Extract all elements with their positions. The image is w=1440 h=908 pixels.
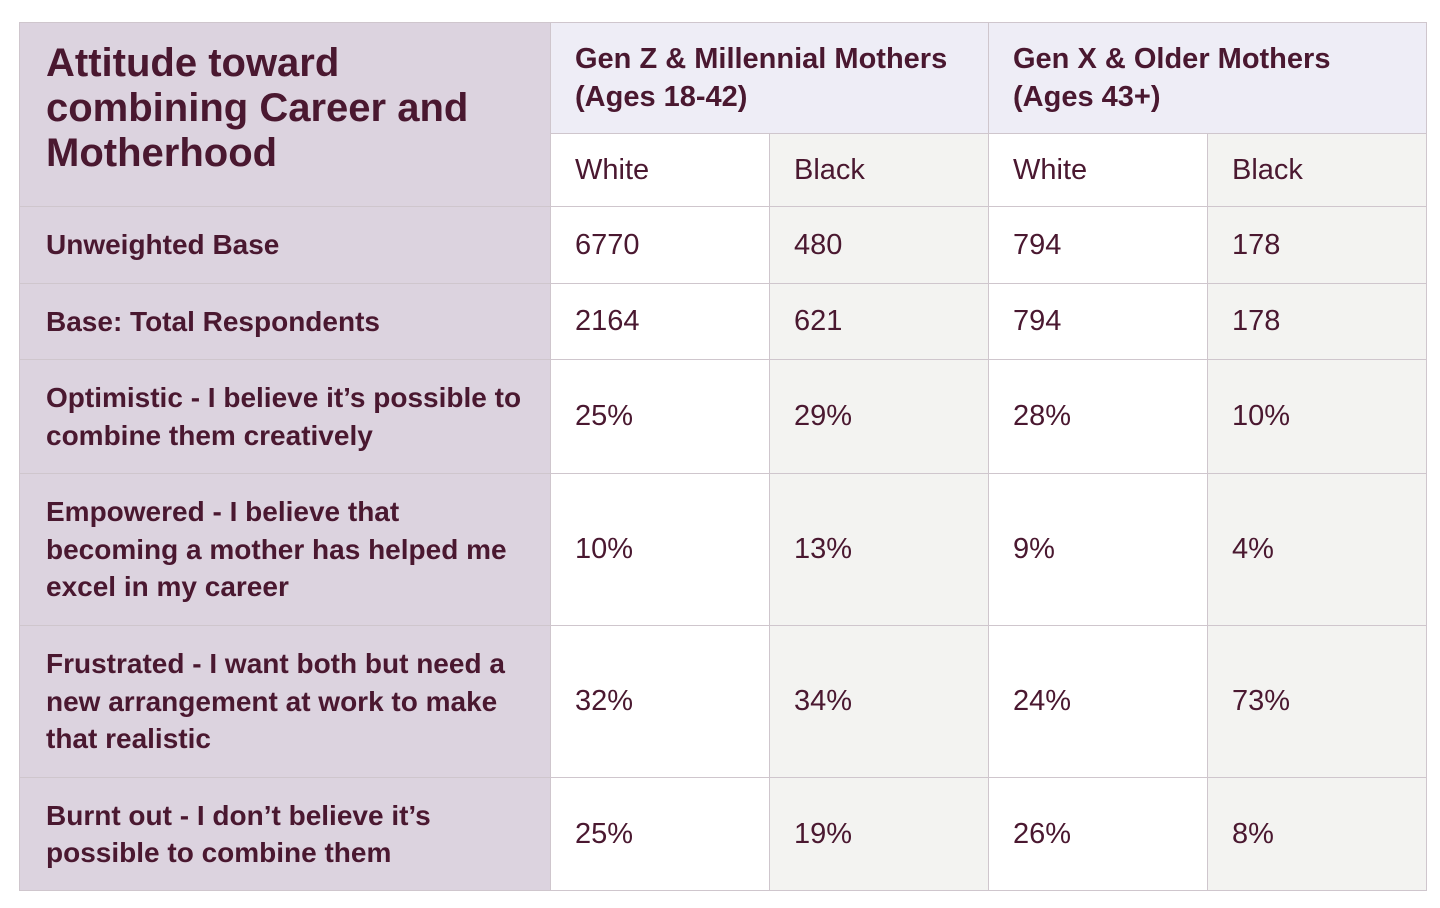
- table-row: Unweighted Base 6770 480 794 178: [19, 206, 1428, 284]
- value-cell: 26%: [988, 777, 1208, 891]
- table-row: Burnt out - I don’t believe it’s possibl…: [19, 777, 1428, 891]
- subheader-white-younger: White: [550, 133, 770, 207]
- subheader-row: White Black White Black: [20, 133, 1428, 207]
- value-cell: 480: [769, 206, 989, 284]
- row-label: Empowered - I believe that becoming a mo…: [19, 473, 551, 626]
- value-cell: 6770: [550, 206, 770, 284]
- row-label: Burnt out - I don’t believe it’s possibl…: [19, 777, 551, 891]
- group-header-row: Attitude toward combining Career and Mot…: [19, 22, 1428, 207]
- row-label: Base: Total Respondents: [19, 283, 551, 360]
- group-header-genz-millennial: Gen Z & Millennial Mothers (Ages 18-42): [550, 22, 989, 134]
- table-row: Frustrated - I want both but need a new …: [19, 625, 1428, 778]
- value-cell: 8%: [1206, 777, 1428, 891]
- value-cell: 10%: [550, 473, 770, 626]
- value-cell: 2164: [550, 283, 770, 360]
- row-label: Frustrated - I want both but need a new …: [19, 625, 551, 778]
- value-cell: 178: [1206, 206, 1428, 284]
- attitude-table: Attitude toward combining Career and Mot…: [19, 22, 1428, 891]
- value-cell: 34%: [769, 625, 989, 778]
- value-cell: 178: [1206, 283, 1428, 360]
- table-row: Base: Total Respondents 2164 621 794 178: [19, 283, 1428, 360]
- value-cell: 10%: [1206, 359, 1428, 474]
- value-cell: 13%: [769, 473, 989, 626]
- value-cell: 19%: [769, 777, 989, 891]
- subheader-black-older: Black: [1206, 133, 1428, 207]
- value-cell: 9%: [988, 473, 1208, 626]
- value-cell: 621: [769, 283, 989, 360]
- value-cell: 794: [988, 206, 1208, 284]
- table-title: Attitude toward combining Career and Mot…: [19, 22, 551, 207]
- value-cell: 32%: [550, 625, 770, 778]
- value-cell: 73%: [1206, 625, 1428, 778]
- value-cell: 25%: [550, 359, 770, 474]
- value-cell: 25%: [550, 777, 770, 891]
- value-cell: 794: [988, 283, 1208, 360]
- group-header-genx-older: Gen X & Older Mothers (Ages 43+): [987, 22, 1428, 134]
- value-cell: 28%: [988, 359, 1208, 474]
- subheader-black-younger: Black: [769, 133, 989, 207]
- value-cell: 4%: [1206, 473, 1428, 626]
- table-row: Optimistic - I believe it’s possible to …: [19, 359, 1428, 474]
- survey-table-container: Attitude toward combining Career and Mot…: [19, 22, 1428, 891]
- row-label: Unweighted Base: [19, 206, 551, 284]
- value-cell: 24%: [988, 625, 1208, 778]
- subheader-white-older: White: [988, 133, 1208, 207]
- table-row: Empowered - I believe that becoming a mo…: [19, 473, 1428, 626]
- row-label: Optimistic - I believe it’s possible to …: [19, 359, 551, 474]
- value-cell: 29%: [769, 359, 989, 474]
